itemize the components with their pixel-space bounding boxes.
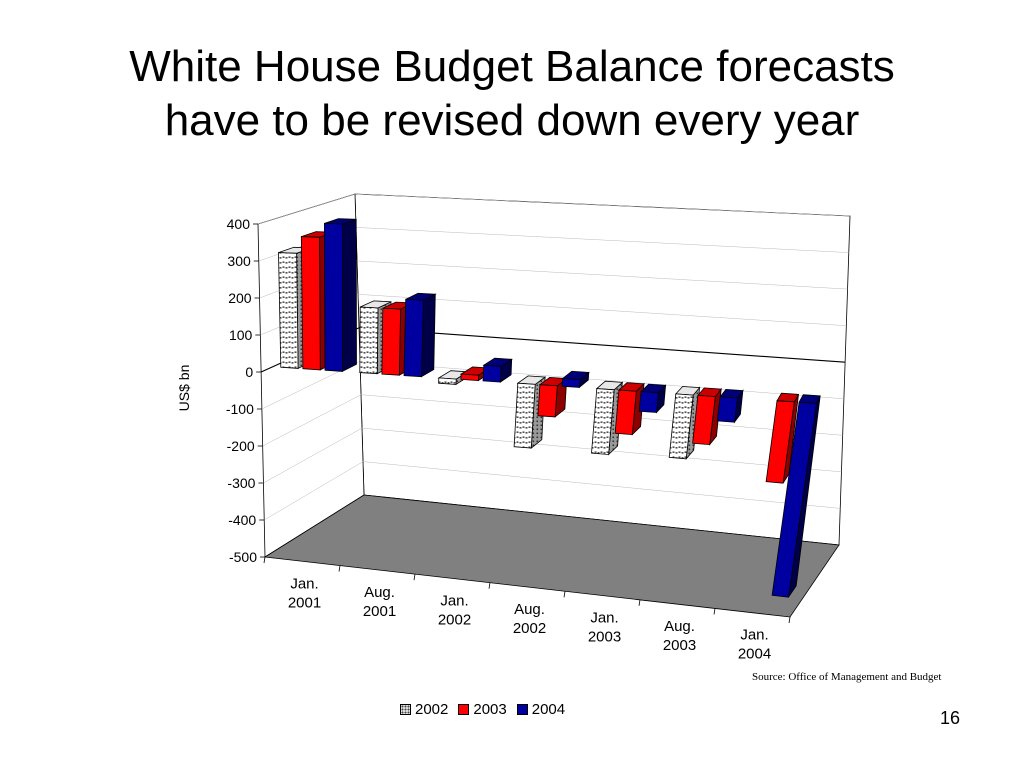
- y-axis-label: US$ bn: [176, 365, 192, 412]
- bar-2004-4: [638, 383, 667, 414]
- bar-front: [381, 307, 402, 376]
- y-tick-label: -100: [226, 401, 254, 417]
- x-tick: [563, 591, 566, 598]
- legend-label-2004: 2004: [531, 700, 566, 718]
- bar-2004-0: [323, 218, 357, 373]
- x-tick: [413, 574, 416, 581]
- bar-front: [668, 393, 694, 460]
- bar-side: [341, 218, 357, 373]
- chart-legend: 2002 2003 2004: [400, 700, 575, 718]
- bar-front: [537, 384, 558, 418]
- x-tick: [488, 582, 491, 589]
- bar-2004-3: [561, 370, 590, 389]
- bar-front: [323, 222, 344, 372]
- legend-label-2003: 2003: [473, 700, 507, 718]
- bar-front: [716, 396, 738, 423]
- chart-bars: [278, 218, 821, 598]
- x-tick: [338, 565, 341, 572]
- x-axis-tick-labels: Jan. 2001 Aug. 2001 Jan. 2002 Aug. 2002 Jan. 2003…: [288, 575, 771, 662]
- x-tick-label: Jan. 2003: [588, 610, 621, 646]
- slide-title-line-1: White House Budget Balance forecasts: [129, 42, 895, 91]
- bar-front: [765, 400, 795, 484]
- bar-front: [300, 236, 321, 371]
- bar-front: [359, 306, 379, 375]
- y-tick-label: -200: [227, 438, 255, 454]
- y-tick-label: 300: [227, 253, 251, 269]
- chart-floor: [263, 494, 840, 618]
- x-tick: [788, 616, 791, 624]
- bar-front: [438, 377, 457, 385]
- bar-front: [591, 388, 615, 455]
- bar-2003-5: [692, 387, 722, 446]
- legend-swatch-2003: [458, 703, 470, 715]
- legend-label-2002: 2002: [415, 700, 449, 718]
- bar-front: [692, 394, 716, 446]
- legend-item-2002: 2002: [400, 701, 448, 718]
- x-tick-label: Jan. 2002: [438, 592, 471, 628]
- bar-2004-1: [403, 292, 437, 378]
- bar-2003-2: [459, 366, 491, 382]
- y-tick-label: 200: [228, 290, 252, 306]
- bar-front: [513, 382, 536, 449]
- y-tick-label: 0: [245, 364, 253, 380]
- y-tick-label: 100: [229, 327, 253, 343]
- bar-front: [614, 389, 637, 436]
- x-tick-label: Aug. 2003: [663, 618, 696, 654]
- bar-front: [482, 364, 502, 383]
- y-tick-label: -300: [227, 475, 255, 491]
- legend-item-2004: 2004: [516, 700, 566, 718]
- bar-front: [561, 378, 581, 388]
- legend-item-2003: 2003: [458, 700, 507, 718]
- source-note: Source: Office of Management and Budget: [752, 671, 942, 683]
- slide-title-line-2: have to be revised down every year: [164, 96, 860, 145]
- x-tick-label: Jan. 2001: [288, 575, 321, 611]
- bar-2004-2: [482, 357, 513, 383]
- bar-2003-3: [537, 376, 568, 418]
- bar-2002-4: [591, 380, 624, 456]
- x-tick-label: Aug. 2002: [513, 601, 546, 637]
- legend-swatch-2004: [516, 703, 528, 715]
- y-axis-tick-labels: 400 300 200 100 0 -100 -200 -300 -400 -500: [226, 216, 257, 565]
- x-tick-label: Jan. 2004: [738, 627, 771, 663]
- x-tick: [638, 599, 641, 606]
- x-tick: [713, 608, 716, 615]
- x-tick-label: Aug. 2001: [363, 584, 396, 620]
- gridline: [257, 193, 851, 225]
- bar-front: [460, 373, 479, 382]
- y-tick-label: 400: [227, 216, 251, 232]
- bar-2003-6: [765, 392, 800, 484]
- bar-front: [771, 401, 817, 598]
- bar-2004-6: [771, 394, 821, 598]
- bar-front: [403, 298, 424, 378]
- x-tick: [263, 556, 266, 564]
- y-tick-label: -400: [228, 512, 256, 528]
- bar-front: [278, 252, 299, 369]
- legend-swatch-2002: [400, 703, 411, 715]
- bar-front: [638, 391, 659, 413]
- bar-top: [798, 394, 821, 404]
- page-number: 16: [940, 708, 961, 728]
- y-tick-label: -500: [229, 549, 257, 565]
- gridline: [264, 461, 841, 521]
- bar-2004-5: [716, 388, 744, 424]
- slide-title: White House Budget Balance forecasts hav…: [0, 40, 1024, 148]
- bar-2002-5: [668, 386, 701, 461]
